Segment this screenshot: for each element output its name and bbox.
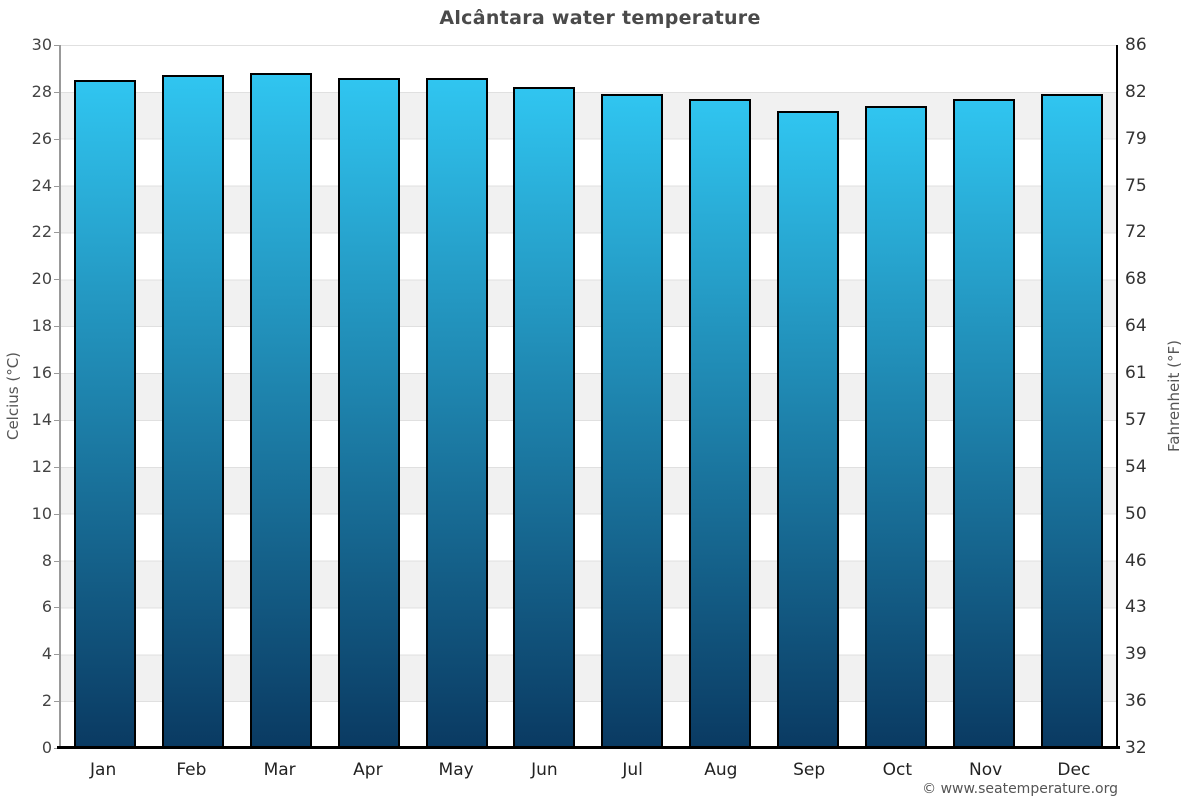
y-tick-right-79: 79	[1125, 128, 1147, 149]
y-tick-mark	[54, 326, 59, 328]
x-axis-line	[57, 746, 1120, 749]
y-tick-mark	[54, 419, 59, 421]
y-tick-mark	[54, 279, 59, 281]
x-tick-jul: Jul	[622, 760, 643, 780]
y-tick-mark	[54, 513, 59, 515]
y-tick-left-28: 28	[31, 81, 52, 101]
y-tick-mark	[54, 45, 59, 46]
bars-container	[61, 45, 1116, 748]
bar-oct	[865, 105, 928, 748]
y-tick-left-24: 24	[31, 175, 52, 195]
y-tick-mark	[54, 654, 59, 656]
bar-jan	[73, 80, 136, 748]
y-tick-right-43: 43	[1125, 597, 1147, 618]
bar-jun	[513, 87, 576, 748]
y-tick-mark	[54, 748, 59, 749]
bar-apr	[337, 77, 400, 748]
y-tick-mark	[54, 185, 59, 187]
x-tick-jan: Jan	[90, 760, 117, 780]
y-tick-mark	[54, 232, 59, 234]
y-tick-right-61: 61	[1125, 363, 1147, 384]
x-tick-may: May	[438, 760, 474, 780]
y-tick-right-64: 64	[1125, 316, 1147, 337]
chart-title: Alcântara water temperature	[439, 7, 761, 29]
y-tick-left-0: 0	[41, 738, 52, 757]
y-tick-right-50: 50	[1125, 503, 1147, 524]
y-tick-left-26: 26	[31, 128, 52, 148]
y-tick-right-86: 86	[1125, 35, 1147, 55]
y-tick-right-75: 75	[1125, 175, 1147, 196]
bar-dec	[1040, 94, 1103, 748]
y-tick-right-32: 32	[1125, 738, 1147, 758]
x-tick-dec: Dec	[1057, 760, 1091, 780]
y-tick-right-39: 39	[1125, 644, 1147, 665]
bar-feb	[161, 75, 224, 748]
y-tick-left-16: 16	[31, 363, 52, 383]
x-tick-feb: Feb	[176, 760, 207, 780]
y-tick-left-14: 14	[31, 409, 52, 429]
y-tick-mark	[54, 560, 59, 562]
x-tick-aug: Aug	[704, 760, 738, 780]
bar-aug	[689, 98, 752, 748]
y-tick-right-68: 68	[1125, 269, 1147, 290]
y-tick-right-36: 36	[1125, 691, 1147, 712]
x-tick-jun: Jun	[531, 760, 558, 780]
y-tick-mark	[54, 91, 59, 93]
y-tick-left-8: 8	[41, 550, 52, 570]
x-tick-sep: Sep	[793, 760, 826, 780]
y-tick-right-57: 57	[1125, 409, 1147, 430]
x-tick-apr: Apr	[353, 760, 383, 780]
bar-mar	[249, 73, 312, 748]
y-tick-left-12: 12	[31, 456, 52, 476]
plot-area	[59, 45, 1118, 748]
y-tick-left-2: 2	[41, 691, 52, 711]
bar-nov	[953, 98, 1016, 748]
y-tick-left-4: 4	[41, 644, 52, 664]
y-tick-left-30: 30	[31, 35, 52, 54]
bar-may	[425, 77, 488, 748]
y-tick-right-46: 46	[1125, 550, 1147, 571]
y-tick-left-18: 18	[31, 316, 52, 336]
y-tick-left-10: 10	[31, 503, 52, 523]
y-tick-right-54: 54	[1125, 456, 1147, 477]
y-tick-left-20: 20	[31, 269, 52, 289]
bar-sep	[777, 110, 840, 748]
y-tick-left-6: 6	[41, 597, 52, 617]
y-tick-right-72: 72	[1125, 222, 1147, 243]
y-tick-mark	[54, 701, 59, 703]
y-tick-mark	[54, 373, 59, 375]
y-tick-left-22: 22	[31, 222, 52, 242]
footer-credit[interactable]: © www.seatemperature.org	[922, 781, 1118, 797]
y-tick-mark	[54, 138, 59, 140]
y-tick-mark	[54, 607, 59, 609]
y-tick-mark	[54, 466, 59, 468]
y-tick-right-82: 82	[1125, 81, 1147, 102]
x-tick-oct: Oct	[882, 760, 913, 780]
x-tick-mar: Mar	[263, 760, 296, 780]
bar-jul	[601, 94, 664, 748]
x-tick-nov: Nov	[969, 760, 1003, 780]
